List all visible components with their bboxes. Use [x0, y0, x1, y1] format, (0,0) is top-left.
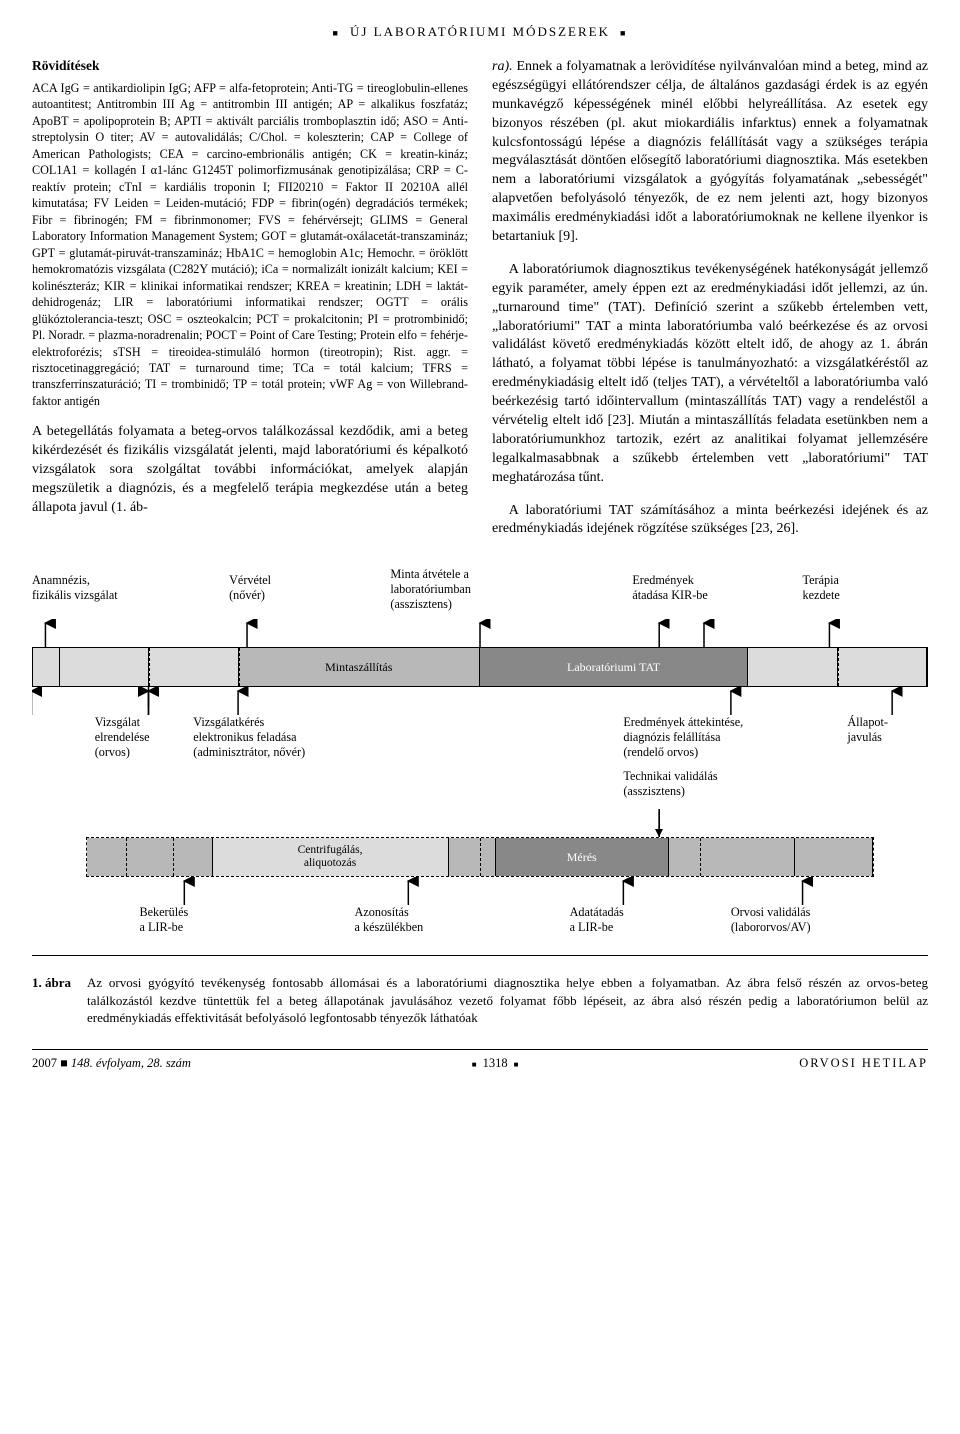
right-para-2: A laboratóriumok diagnosztikus tevékenys…: [492, 261, 928, 488]
top-label-vervetel: Vérvétel (nővér): [229, 573, 271, 602]
figure-caption: 1. ábra Az orvosi gyógyító tevékenység f…: [32, 974, 928, 1027]
figure-caption-text: Az orvosi gyógyító tevékenység fontosabb…: [87, 974, 928, 1027]
bot-label-adatatadas: Adatátadás a LIR-be: [570, 905, 624, 934]
seg-meres: Mérés: [496, 838, 669, 876]
dash-b1: [126, 838, 127, 876]
seg-lab-tat: Laboratóriumi TAT: [480, 648, 748, 686]
footer-journal: ORVOSI HETILAP: [799, 1056, 928, 1071]
seg-centrifug: Centrifugálás, aliquotozás: [213, 838, 449, 876]
figure-number: 1. ábra: [32, 974, 71, 1027]
dash-b2: [173, 838, 174, 876]
seg-mintaszallitas: Mintaszállítás: [239, 648, 480, 686]
footer-page-number: 1318: [466, 1056, 525, 1071]
top-arrows-up: [32, 619, 928, 647]
seg-b3: [449, 838, 496, 876]
left-body-para: A betegellátás folyamata a beteg-orvos t…: [32, 423, 468, 517]
bottom-label-row: Bekerülés a LIR-be Azonosítás a készülék…: [32, 905, 928, 945]
right-column: ra). Ennek a folyamatnak a lerövidítése …: [492, 58, 928, 539]
top-timeline-bar: Mintaszállítás Laboratóriumi TAT: [32, 647, 928, 687]
mid-label-vizsgalat: Vizsgálat elrendelése (orvos): [95, 715, 150, 759]
mid-label-vizsgalatkeres: Vizsgálatkérés elektronikus feladása (ad…: [193, 715, 305, 759]
right-para-1: ra). Ennek a folyamatnak a lerövidítése …: [492, 58, 928, 247]
seg-b1: [87, 838, 213, 876]
dash-t2: [239, 648, 240, 686]
seg-t7: [838, 648, 927, 686]
mid-label-eredmenyek: Eredmények áttekintése, diagnózis feláll…: [623, 715, 743, 759]
two-column-text: Rövidítések ACA IgG = antikardiolipin Ig…: [32, 58, 928, 539]
bot-label-bekerules: Bekerülés a LIR-be: [140, 905, 189, 934]
workflow-diagram: Anamnézis, fizikális vizsgálat Vérvétel …: [32, 567, 928, 945]
seg-t6: [748, 648, 837, 686]
bottom-arrows-up-above: [32, 809, 928, 837]
seg-b6: [795, 838, 874, 876]
dash-t1: [149, 648, 150, 686]
dash-b3: [480, 838, 481, 876]
tech-valid-label: Technikai validálás (asszisztens): [623, 769, 717, 798]
bottom-bar-wrap: Centrifugálás, aliquotozás Mérés: [32, 837, 928, 877]
top-label-row: Anamnézis, fizikális vizsgálat Vérvétel …: [32, 567, 928, 619]
abbrev-text: ACA IgG = antikardiolipin IgG; AFP = alf…: [32, 80, 468, 409]
section-header: ÚJ LABORATÓRIUMI MÓDSZEREK: [32, 24, 928, 40]
right-para-3: A laboratóriumi TAT számításához a minta…: [492, 502, 928, 540]
top-label-eredmenyek: Eredmények átadása KIR-be: [632, 573, 707, 602]
mid-label-allapot: Állapot- javulás: [847, 715, 888, 744]
footer-left: 2007 ■ 148. évfolyam, 28. szám: [32, 1056, 191, 1071]
seg-t1: [33, 648, 60, 686]
footer-issue: 148. évfolyam, 28. szám: [71, 1056, 191, 1070]
seg-t2: [60, 648, 149, 686]
abbrev-title: Rövidítések: [32, 58, 468, 74]
seg-b5: [669, 838, 795, 876]
top-arrows-down: [32, 687, 928, 715]
footer-year: 2007 ■: [32, 1056, 71, 1070]
left-column: Rövidítések ACA IgG = antikardiolipin Ig…: [32, 58, 468, 539]
left-body-text: A betegellátás folyamata a beteg-orvos t…: [32, 424, 468, 515]
bottom-arrows-up: [32, 877, 928, 905]
bot-label-azonositas: Azonosítás a készülékben: [355, 905, 424, 934]
dash-b4: [700, 838, 701, 876]
tech-valid-row: Technikai validálás (asszisztens): [32, 769, 928, 809]
mid-label-row: Vizsgálat elrendelése (orvos) Vizsgálatk…: [32, 715, 928, 769]
bottom-timeline-bar: Centrifugálás, aliquotozás Mérés: [86, 837, 875, 877]
dash-t3: [838, 648, 839, 686]
page-footer: 2007 ■ 148. évfolyam, 28. szám 1318 ORVO…: [32, 1049, 928, 1071]
arrowhead-down-icon: [655, 829, 663, 837]
top-label-anamnesis: Anamnézis, fizikális vizsgálat: [32, 573, 118, 602]
top-label-terapia: Terápia kezdete: [803, 573, 840, 602]
seg-t3: [149, 648, 238, 686]
bot-label-orvosi-valid: Orvosi validálás (labororvos/AV): [731, 905, 811, 934]
top-label-minta: Minta átvétele a laboratóriumban (asszis…: [390, 567, 471, 611]
